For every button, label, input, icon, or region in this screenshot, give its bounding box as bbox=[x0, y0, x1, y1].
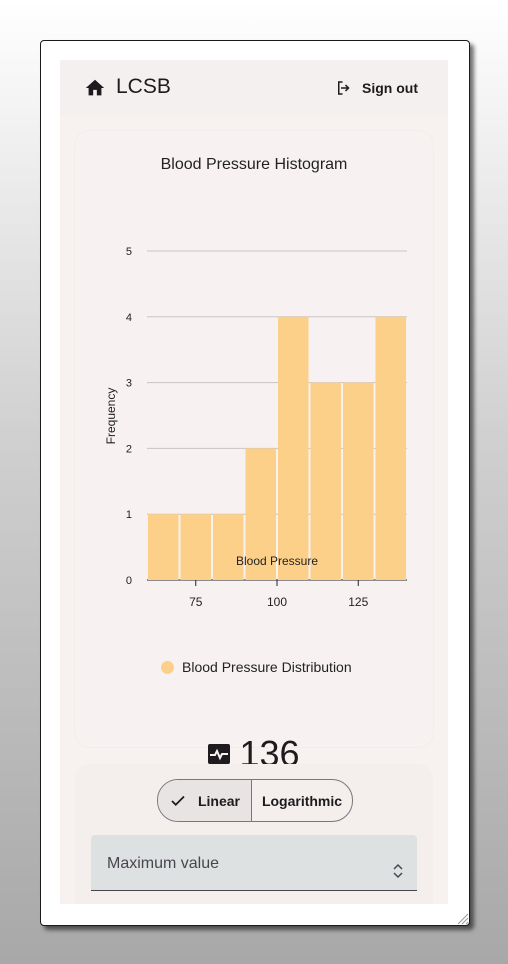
y-tick-label: 2 bbox=[126, 443, 132, 455]
histogram-bar[interactable] bbox=[310, 382, 342, 580]
spinner-icon[interactable] bbox=[391, 861, 405, 881]
logout-icon bbox=[338, 81, 350, 95]
y-tick-label: 1 bbox=[126, 509, 132, 521]
histogram-bar[interactable] bbox=[213, 514, 244, 580]
histogram-bar[interactable] bbox=[278, 316, 309, 580]
app-title: LCSB bbox=[116, 75, 171, 98]
y-tick-label: 0 bbox=[126, 575, 132, 587]
heart-monitor-icon bbox=[208, 744, 231, 764]
histogram-bar[interactable] bbox=[148, 514, 179, 580]
resize-handle-icon[interactable] bbox=[455, 911, 469, 925]
settings-card: Linear Logarithmic Maximum value bbox=[75, 764, 433, 904]
check-icon bbox=[171, 795, 185, 806]
y-tick-label: 3 bbox=[126, 378, 132, 390]
logarithmic-scale-button[interactable]: Logarithmic bbox=[252, 780, 352, 821]
x-axis-label: Blood Pressure bbox=[236, 554, 318, 568]
y-tick-label: 5 bbox=[126, 246, 132, 258]
browser-window: LCSB Sign out Blood Pressure Histogram 0… bbox=[40, 40, 470, 926]
maximum-value-input[interactable]: Maximum value bbox=[91, 835, 417, 891]
histogram-bar[interactable] bbox=[375, 316, 407, 580]
top-app-bar: LCSB Sign out bbox=[60, 60, 448, 115]
legend-swatch bbox=[161, 660, 174, 674]
x-tick-label: 100 bbox=[267, 595, 287, 609]
y-axis-label: Frequency bbox=[104, 388, 118, 445]
sign-out-button[interactable]: Sign out bbox=[335, 77, 418, 99]
histogram-bar[interactable] bbox=[180, 514, 212, 580]
sign-out-label: Sign out bbox=[362, 80, 418, 96]
app-container: LCSB Sign out Blood Pressure Histogram 0… bbox=[60, 60, 448, 904]
histogram-bar[interactable] bbox=[343, 382, 374, 580]
chart-legend[interactable]: Blood Pressure Distribution bbox=[161, 659, 352, 675]
legend-label: Blood Pressure Distribution bbox=[182, 659, 352, 675]
histogram-bar[interactable] bbox=[245, 448, 277, 580]
scale-toggle: Linear Logarithmic bbox=[157, 779, 353, 822]
chart-title: Blood Pressure Histogram bbox=[161, 156, 348, 173]
linear-label: Linear bbox=[197, 792, 240, 809]
linear-scale-button[interactable]: Linear bbox=[158, 780, 252, 821]
logarithmic-label: Logarithmic bbox=[261, 792, 343, 809]
histogram-card: Blood Pressure Histogram 0 1 2 3 4 5 75 100 125… bbox=[75, 131, 433, 774]
blood-pressure-histogram: Blood Pressure Histogram 0 1 2 3 4 5 75 100 125… bbox=[104, 156, 407, 609]
x-tick-label: 75 bbox=[189, 595, 203, 609]
y-tick-label: 4 bbox=[126, 312, 132, 324]
maximum-value-label: Maximum value bbox=[107, 855, 220, 872]
x-tick-label: 125 bbox=[348, 595, 368, 609]
home-icon[interactable] bbox=[84, 77, 106, 99]
